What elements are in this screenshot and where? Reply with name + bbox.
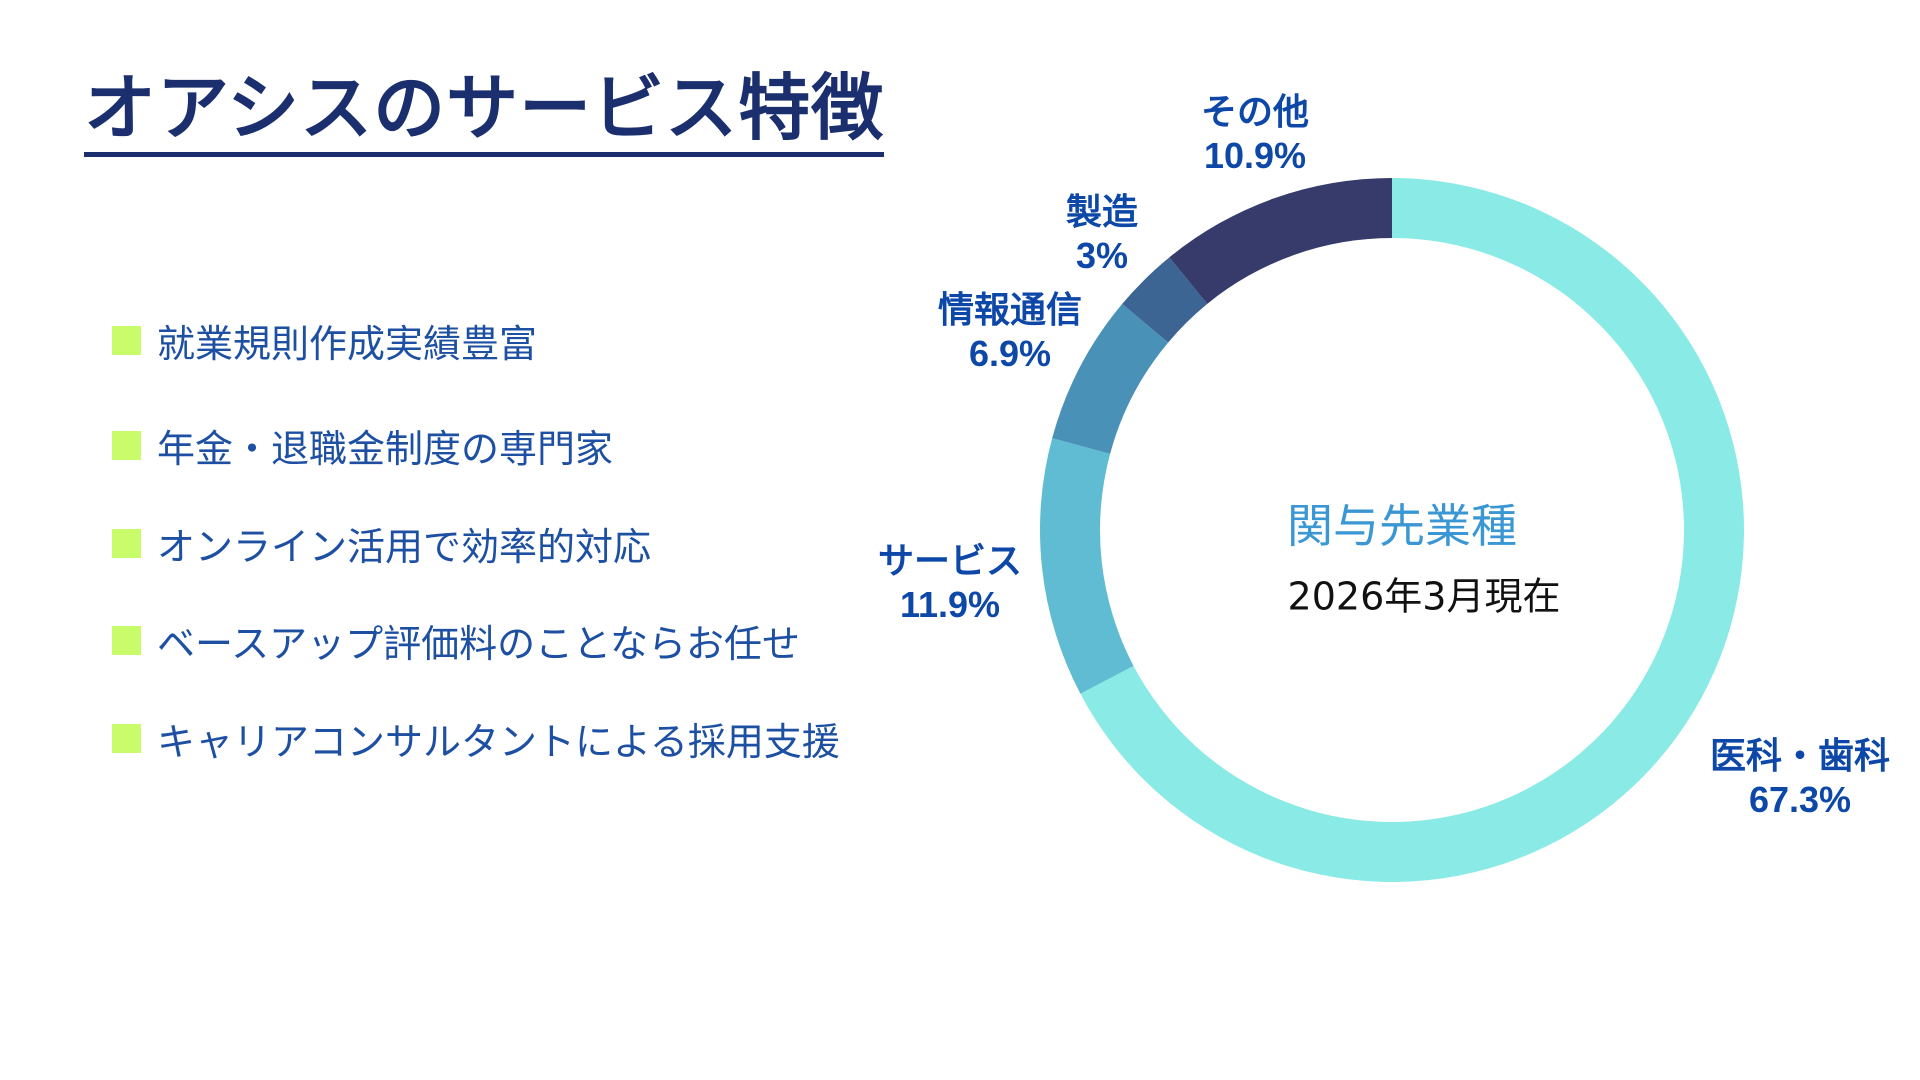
list-item-text: 就業規則作成実績豊富	[157, 322, 538, 366]
slice-label-value: 67.3%	[1748, 779, 1852, 820]
bullet-square-icon	[112, 431, 141, 460]
slice-label: サービス 11.9%	[878, 539, 1022, 627]
slice-label: 情報通信 6.9%	[938, 288, 1082, 376]
slice-label-value: 10.9%	[1203, 135, 1307, 176]
slice-label-value: 3%	[1075, 235, 1129, 276]
list-item-text: 年金・退職金制度の専門家	[157, 427, 614, 471]
page-title: オアシスのサービス特徴	[84, 72, 885, 157]
slice-label-value: 6.9%	[968, 333, 1052, 374]
chart-subtitle: 2026年3月現在	[1287, 574, 1561, 619]
donut-slice	[1052, 303, 1169, 454]
list-item: 就業規則作成実績豊富	[112, 313, 537, 368]
slice-label: 製造 3%	[1066, 190, 1138, 278]
list-item: 年金・退職金制度の専門家	[112, 418, 613, 473]
list-item-text: オンライン活用で効率的対応	[157, 525, 652, 569]
donut-slice	[1039, 438, 1134, 694]
list-item: ベースアップ評価料のことならお任せ	[112, 613, 800, 668]
bullet-square-icon	[112, 326, 141, 355]
slice-label-name: その他	[1200, 91, 1310, 132]
list-item: オンライン活用で効率的対応	[112, 516, 651, 571]
slice-label-name: 医科・歯科	[1709, 735, 1891, 776]
bullet-square-icon	[112, 529, 141, 558]
slice-label-value: 11.9%	[899, 584, 1001, 625]
donut-slice	[1169, 178, 1392, 304]
list-item-text: キャリアコンサルタントによる採用支援	[157, 720, 840, 764]
bullet-square-icon	[112, 626, 141, 655]
donut-slice	[1122, 257, 1208, 343]
slice-label-name: 情報通信	[937, 289, 1083, 330]
chart-title: 関与先業種	[1287, 499, 1517, 553]
slice-label-name: サービス	[877, 540, 1023, 581]
bullet-square-icon	[112, 724, 141, 753]
list-item: キャリアコンサルタントによる採用支援	[112, 711, 840, 766]
list-item-text: ベースアップ評価料のことならお任せ	[157, 622, 800, 666]
slice-label-name: 製造	[1065, 191, 1139, 232]
slice-label: 医科・歯科 67.3%	[1710, 734, 1890, 822]
slice-label: その他 10.9%	[1201, 90, 1309, 178]
